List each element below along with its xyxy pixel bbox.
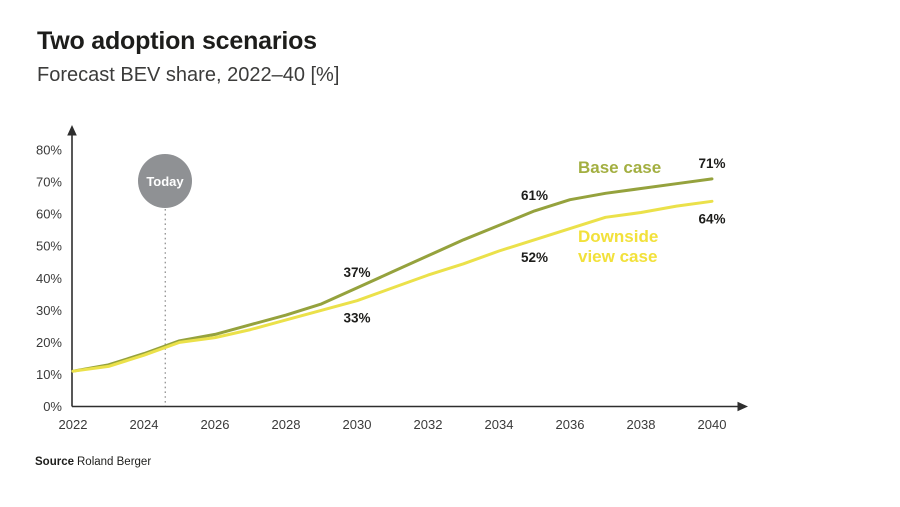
legend-downside-view-case: Downside view case <box>578 227 659 266</box>
x-tick-label: 2022 <box>59 417 88 432</box>
chart-header: Two adoption scenarios Forecast BEV shar… <box>37 27 339 87</box>
x-tick-label: 2030 <box>343 417 372 432</box>
legend-base-case: Base case <box>578 158 662 177</box>
value-label: 71% <box>698 156 725 171</box>
value-label: 52% <box>521 250 548 265</box>
x-tick-label: 2024 <box>130 417 159 432</box>
y-tick-label: 10% <box>36 367 62 382</box>
y-tick-label: 40% <box>36 271 62 286</box>
source-label: Source <box>35 456 74 468</box>
value-label: 37% <box>343 265 370 280</box>
today-label: Today <box>146 173 184 189</box>
x-tick-label: 2028 <box>272 417 301 432</box>
y-tick-label: 30% <box>36 303 62 318</box>
today-marker: Today <box>138 154 192 208</box>
source-note: Source Roland Berger <box>35 456 151 468</box>
x-tick-label: 2026 <box>201 417 230 432</box>
x-tick-label: 2038 <box>627 417 656 432</box>
y-tick-label: 50% <box>36 239 62 254</box>
y-tick-label: 60% <box>36 207 62 222</box>
y-tick-label: 0% <box>43 399 62 414</box>
y-tick-label: 20% <box>36 335 62 350</box>
page-subtitle: Forecast BEV share, 2022–40 [%] <box>37 64 340 86</box>
y-tick-label: 70% <box>36 175 62 190</box>
x-tick-label: 2034 <box>485 417 514 432</box>
y-axis-arrow-icon <box>67 125 77 136</box>
value-label: 33% <box>343 311 370 326</box>
source-text: Roland Berger <box>77 456 152 468</box>
x-axis-arrow-icon <box>737 401 748 412</box>
x-tick-label: 2036 <box>556 417 585 432</box>
value-label: 64% <box>698 211 725 226</box>
series-line-downside-view-case <box>71 199 714 373</box>
x-tick-label: 2040 <box>698 417 727 432</box>
series-line-base-case <box>71 177 714 373</box>
page-title: Two adoption scenarios <box>37 27 317 55</box>
x-tick-label: 2032 <box>414 417 443 432</box>
y-tick-label: 80% <box>36 143 62 158</box>
value-label: 61% <box>521 188 548 203</box>
